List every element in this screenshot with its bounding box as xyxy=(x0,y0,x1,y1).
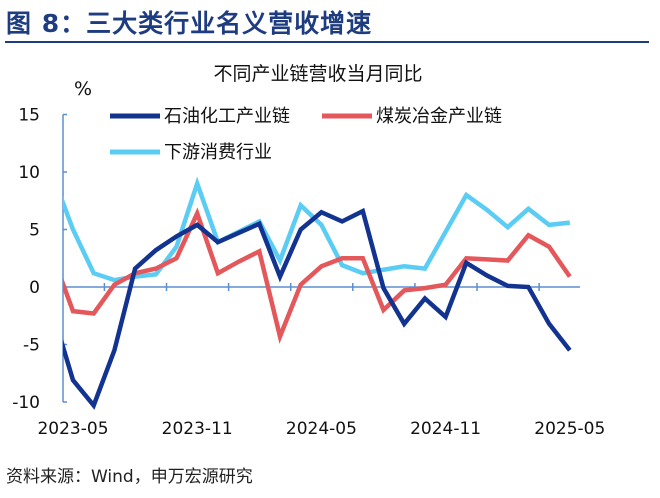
series-line-2 xyxy=(63,176,571,283)
y-tick-label: -5 xyxy=(23,336,40,356)
x-tick-label: 2023-05 xyxy=(37,419,108,439)
chart-title: 不同产业链营收当月同比 xyxy=(213,63,422,85)
y-tick-label: 5 xyxy=(29,221,40,241)
x-tick-label: 2024-11 xyxy=(410,419,481,439)
source-note: 资料来源：Wind，申万宏源研究 xyxy=(6,467,253,487)
line-chart: 不同产业链营收当月同比 % 15 10 5 0 -5 -10 2023-05 2023-11 2… xyxy=(12,63,605,439)
y-tick-label: 0 xyxy=(29,278,40,298)
title-divider xyxy=(5,41,649,43)
y-axis-unit: % xyxy=(74,78,92,100)
series-line-0 xyxy=(63,207,572,410)
legend-label: 下游消费行业 xyxy=(164,142,272,163)
legend-label: 石油化工产业链 xyxy=(164,106,290,127)
series-line-1 xyxy=(63,207,572,344)
y-tick-label: 10 xyxy=(18,163,40,183)
figure-title: 图 8：三大类行业名义营收增速 xyxy=(6,9,373,38)
x-tick-label: 2023-11 xyxy=(162,419,233,439)
y-tick-label: -10 xyxy=(12,393,40,413)
y-tick-label: 15 xyxy=(18,106,40,126)
legend-label: 煤炭冶金产业链 xyxy=(376,106,502,127)
x-tick-label: 2025-05 xyxy=(534,419,605,439)
x-tick-label: 2024-05 xyxy=(286,419,357,439)
